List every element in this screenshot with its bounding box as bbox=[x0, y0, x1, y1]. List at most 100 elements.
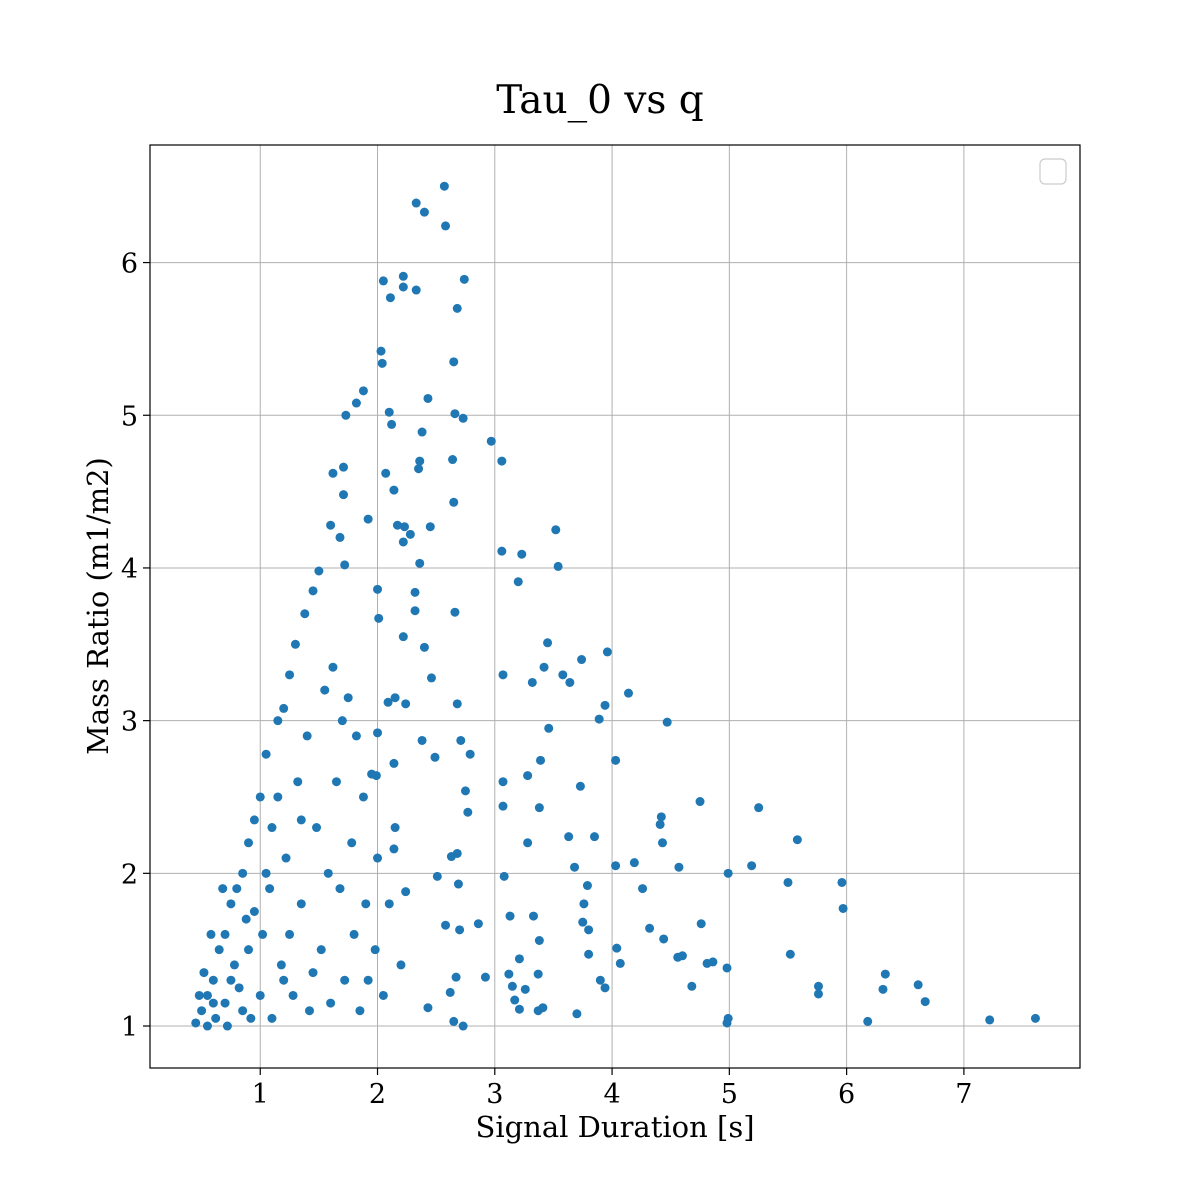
point bbox=[448, 455, 458, 465]
point bbox=[288, 990, 298, 1000]
point bbox=[279, 703, 289, 713]
point bbox=[358, 386, 368, 396]
point bbox=[255, 990, 265, 1000]
point bbox=[465, 749, 475, 759]
point bbox=[754, 803, 764, 813]
point bbox=[349, 929, 359, 939]
point bbox=[367, 769, 377, 779]
point bbox=[913, 980, 923, 990]
point bbox=[578, 917, 588, 927]
point bbox=[314, 566, 324, 576]
point bbox=[638, 884, 648, 894]
point bbox=[320, 685, 330, 695]
point bbox=[577, 655, 587, 665]
point bbox=[316, 945, 326, 955]
point bbox=[326, 998, 336, 1008]
point bbox=[449, 1016, 459, 1026]
point bbox=[439, 181, 449, 191]
point bbox=[551, 525, 561, 535]
points bbox=[191, 181, 1040, 1031]
point bbox=[415, 456, 425, 466]
point bbox=[351, 398, 361, 408]
point bbox=[390, 823, 400, 833]
point bbox=[267, 1013, 277, 1023]
point bbox=[517, 549, 527, 559]
point bbox=[214, 945, 224, 955]
point bbox=[312, 823, 322, 833]
point bbox=[340, 975, 350, 985]
point bbox=[687, 981, 697, 991]
point bbox=[410, 587, 420, 597]
y-tick-label: 1 bbox=[121, 1012, 138, 1043]
point bbox=[323, 868, 333, 878]
point bbox=[722, 1018, 732, 1028]
point bbox=[523, 771, 533, 781]
point bbox=[220, 998, 230, 1008]
point bbox=[600, 700, 610, 710]
point bbox=[378, 990, 388, 1000]
point bbox=[296, 899, 306, 909]
point bbox=[218, 884, 228, 894]
point bbox=[238, 1006, 248, 1016]
point bbox=[381, 468, 391, 478]
point bbox=[696, 919, 706, 929]
point bbox=[480, 972, 490, 982]
point bbox=[351, 731, 361, 741]
point bbox=[611, 861, 621, 871]
point bbox=[463, 807, 473, 817]
point bbox=[398, 271, 408, 281]
point bbox=[401, 699, 411, 709]
point bbox=[392, 520, 402, 530]
point bbox=[373, 853, 383, 863]
point bbox=[234, 983, 244, 993]
point bbox=[459, 274, 469, 284]
point bbox=[281, 853, 291, 863]
point bbox=[341, 410, 351, 420]
point bbox=[446, 852, 456, 862]
point bbox=[308, 968, 318, 978]
point bbox=[417, 427, 427, 437]
point bbox=[662, 717, 672, 727]
point bbox=[582, 881, 592, 891]
point bbox=[673, 952, 683, 962]
point bbox=[611, 755, 621, 765]
point bbox=[304, 1006, 314, 1016]
point bbox=[331, 777, 341, 787]
point bbox=[498, 777, 508, 787]
point bbox=[595, 975, 605, 985]
point bbox=[441, 221, 451, 231]
point bbox=[255, 792, 265, 802]
point bbox=[414, 464, 424, 474]
point bbox=[383, 697, 393, 707]
point bbox=[279, 975, 289, 985]
point bbox=[539, 662, 549, 672]
point bbox=[340, 560, 350, 570]
point bbox=[456, 735, 466, 745]
point bbox=[430, 752, 440, 762]
x-tick-label: 3 bbox=[486, 1079, 503, 1110]
point bbox=[249, 906, 259, 916]
x-axis-label: Signal Duration [s] bbox=[475, 1110, 754, 1144]
y-axis-label: Mass Ratio (m1/m2) bbox=[81, 457, 115, 755]
point bbox=[792, 835, 802, 845]
point bbox=[534, 936, 544, 946]
point bbox=[389, 758, 399, 768]
point bbox=[426, 673, 436, 683]
point bbox=[384, 407, 394, 417]
point bbox=[747, 861, 757, 871]
point bbox=[455, 925, 465, 935]
point bbox=[623, 688, 633, 698]
point bbox=[220, 929, 230, 939]
point bbox=[232, 884, 242, 894]
point bbox=[208, 998, 218, 1008]
point bbox=[589, 832, 599, 842]
point bbox=[602, 647, 612, 657]
point bbox=[389, 844, 399, 854]
point bbox=[657, 838, 667, 848]
point bbox=[458, 1021, 468, 1031]
point bbox=[523, 838, 533, 848]
point bbox=[449, 357, 459, 367]
point bbox=[384, 899, 394, 909]
point bbox=[396, 960, 406, 970]
point bbox=[258, 929, 268, 939]
